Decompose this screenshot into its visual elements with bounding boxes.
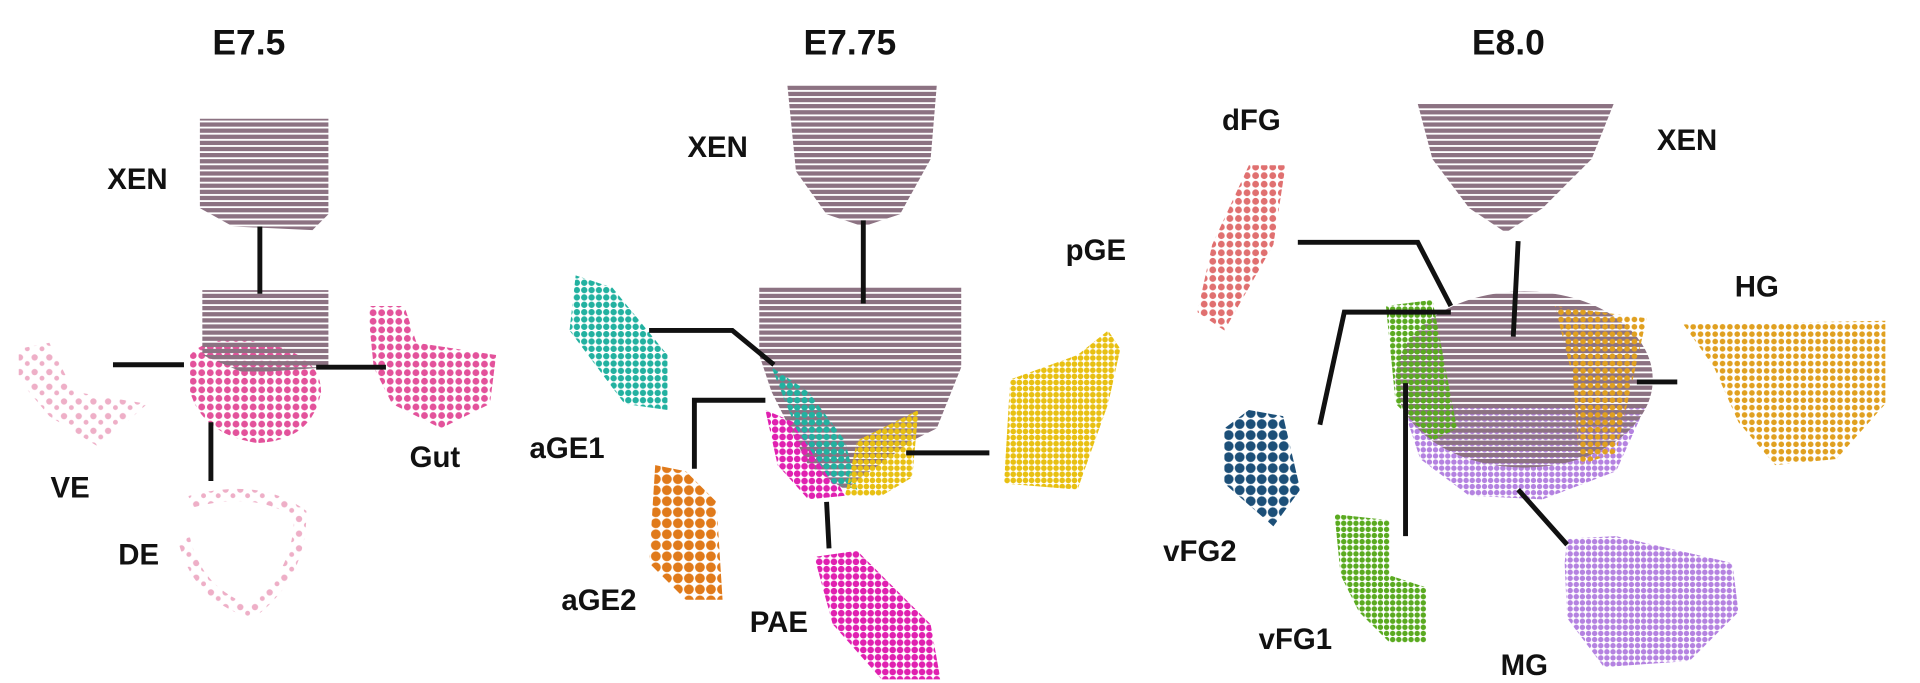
cluster: [1334, 514, 1427, 643]
cluster: [844, 410, 919, 496]
cluster-label: aGE1: [530, 432, 605, 465]
connector: [112, 226, 386, 482]
cluster: [1224, 410, 1301, 527]
cluster: [765, 410, 845, 500]
connector: [649, 220, 990, 549]
cluster: [1417, 104, 1614, 233]
cluster: [1683, 320, 1886, 466]
cluster-label: PAE: [750, 606, 808, 639]
panel-title: E8.0: [1472, 23, 1545, 63]
cluster-label: vFG1: [1259, 623, 1332, 656]
panel-title: E7.75: [803, 23, 896, 63]
cluster: [814, 550, 941, 680]
cluster: [569, 275, 668, 411]
panel-e775: E7.75 XEN pGE aGE1 aGE2 PAE: [530, 23, 1126, 680]
cluster: [18, 342, 148, 447]
panel-e80: E8.0 dFG XEN HG vFG2 vFG1 MG: [1163, 23, 1886, 682]
cluster: [202, 290, 329, 374]
cluster: [1554, 306, 1647, 466]
cluster-label: HG: [1735, 271, 1779, 304]
cluster: [787, 85, 937, 227]
cluster-label: dFG: [1222, 104, 1281, 137]
cluster-label: XEN: [1657, 124, 1717, 157]
panel-e75: E7.5 XEN VE DE Gut: [18, 23, 497, 619]
cluster: [178, 488, 307, 619]
connector: [1297, 239, 1678, 547]
cluster: [1564, 536, 1739, 668]
cluster: [367, 306, 497, 429]
cluster-label: MG: [1501, 649, 1548, 682]
cluster-label: XEN: [687, 131, 747, 164]
cluster: [1197, 165, 1286, 331]
cluster-label: Gut: [410, 441, 461, 474]
cluster-label: pGE: [1066, 234, 1126, 267]
cluster-label: VE: [51, 471, 90, 504]
cluster-label: DE: [118, 539, 159, 572]
cluster: [771, 367, 858, 490]
cluster: [649, 465, 723, 600]
cluster-label: vFG2: [1163, 535, 1236, 568]
panel-title: E7.5: [212, 23, 285, 63]
cluster-label: XEN: [107, 163, 167, 196]
cluster: [1004, 330, 1121, 490]
cluster-label: aGE2: [561, 584, 636, 617]
cluster: [199, 118, 329, 231]
